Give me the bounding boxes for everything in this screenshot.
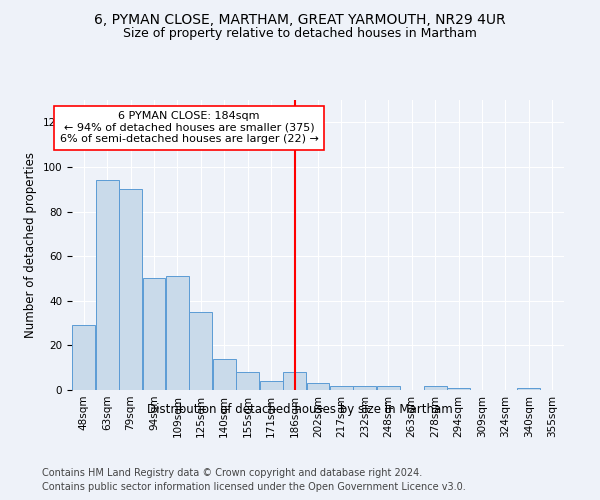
Bar: [213, 359, 236, 390]
Bar: [166, 276, 189, 390]
Bar: [143, 278, 166, 390]
Bar: [424, 386, 446, 390]
Bar: [260, 381, 283, 390]
Bar: [517, 388, 540, 390]
Bar: [283, 372, 306, 390]
Bar: [307, 384, 329, 390]
Bar: [96, 180, 119, 390]
Bar: [447, 388, 470, 390]
Bar: [190, 312, 212, 390]
Bar: [353, 386, 376, 390]
Bar: [119, 189, 142, 390]
Text: Distribution of detached houses by size in Martham: Distribution of detached houses by size …: [147, 402, 453, 415]
Text: Size of property relative to detached houses in Martham: Size of property relative to detached ho…: [123, 28, 477, 40]
Bar: [377, 386, 400, 390]
Text: 6, PYMAN CLOSE, MARTHAM, GREAT YARMOUTH, NR29 4UR: 6, PYMAN CLOSE, MARTHAM, GREAT YARMOUTH,…: [94, 12, 506, 26]
Text: Contains HM Land Registry data © Crown copyright and database right 2024.: Contains HM Land Registry data © Crown c…: [42, 468, 422, 477]
Bar: [73, 326, 95, 390]
Text: 6 PYMAN CLOSE: 184sqm
← 94% of detached houses are smaller (375)
6% of semi-deta: 6 PYMAN CLOSE: 184sqm ← 94% of detached …: [60, 111, 319, 144]
Text: Contains public sector information licensed under the Open Government Licence v3: Contains public sector information licen…: [42, 482, 466, 492]
Bar: [330, 386, 353, 390]
Y-axis label: Number of detached properties: Number of detached properties: [24, 152, 37, 338]
Bar: [236, 372, 259, 390]
